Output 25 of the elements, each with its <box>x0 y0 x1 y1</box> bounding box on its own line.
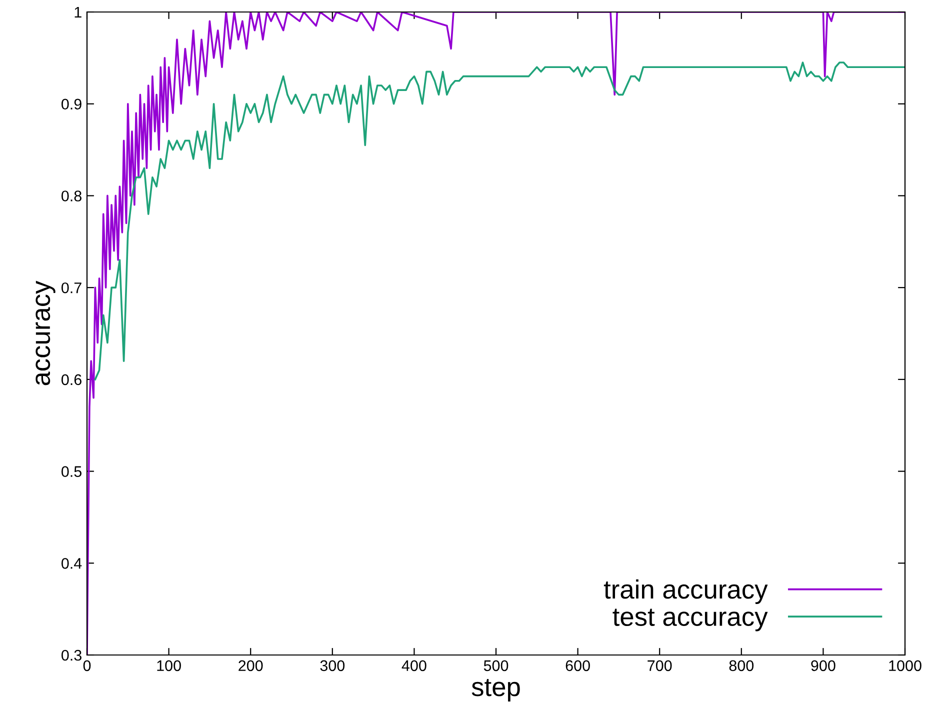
x-tick-label: 700 <box>648 660 672 672</box>
y-tick-label: 0.7 <box>62 282 82 294</box>
x-tick-label: 500 <box>484 660 508 672</box>
line-series <box>87 12 905 655</box>
legend-label: test accuracy <box>612 608 768 632</box>
x-tick-label: 100 <box>157 660 181 672</box>
y-tick-label: 0.8 <box>62 190 82 202</box>
x-axis-title: step <box>472 678 520 702</box>
x-tick-label: 200 <box>238 660 263 672</box>
x-tick-label: 800 <box>729 660 754 672</box>
x-tick-label: 300 <box>320 660 345 672</box>
y-axis-title: accuracy <box>36 280 56 386</box>
y-tick-label: 0.3 <box>62 650 82 661</box>
y-tick-label: 0.4 <box>62 558 82 569</box>
line-series <box>94 62 905 380</box>
x-tick-label: 600 <box>566 660 590 672</box>
y-tick-label: 0.6 <box>62 374 82 386</box>
legend-label: train accuracy <box>604 579 768 604</box>
x-tick-label: 900 <box>811 660 836 672</box>
y-tick-label: 0.9 <box>62 98 82 110</box>
x-tick-label: 1000 <box>889 660 922 672</box>
x-tick-label: 400 <box>402 660 426 672</box>
y-tick-label: 1 <box>74 7 82 18</box>
y-tick-label: 0.5 <box>62 466 82 477</box>
x-tick-label: 0 <box>83 660 91 672</box>
